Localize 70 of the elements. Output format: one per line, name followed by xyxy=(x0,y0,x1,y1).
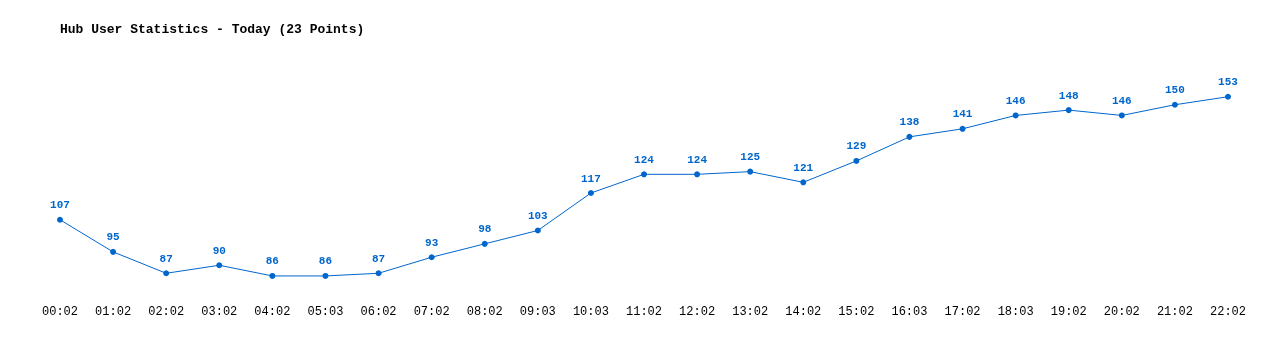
data-label: 95 xyxy=(106,231,121,244)
point xyxy=(587,190,594,197)
x-tick-label: 14:02 xyxy=(785,305,822,319)
point xyxy=(163,270,170,277)
x-tick-label: 06:02 xyxy=(360,305,397,319)
x-tick-label: 03:02 xyxy=(201,305,238,319)
point xyxy=(747,168,754,175)
data-label: 103 xyxy=(527,209,549,222)
x-tick-label: 18:03 xyxy=(997,305,1034,319)
data-label: 150 xyxy=(1165,84,1185,97)
point xyxy=(428,254,435,261)
x-tick-label: 11:02 xyxy=(625,305,663,319)
point xyxy=(1225,93,1231,100)
data-label: 141 xyxy=(952,108,973,121)
point xyxy=(641,171,647,178)
x-tick-label: 10:03 xyxy=(572,305,609,319)
point xyxy=(853,157,860,164)
x-tick-label: 13:02 xyxy=(732,305,769,319)
data-label: 90 xyxy=(212,244,226,257)
data-label: 107 xyxy=(50,199,70,212)
point xyxy=(694,171,701,178)
data-label: 93 xyxy=(425,236,439,249)
x-tick-label: 09:03 xyxy=(519,305,556,319)
data-label: 98 xyxy=(478,223,492,236)
point xyxy=(1171,101,1178,108)
x-tick-label: 22:02 xyxy=(1209,305,1247,319)
data-label: 125 xyxy=(740,151,761,164)
data-label: 87 xyxy=(159,252,173,265)
x-tick-label: 01:02 xyxy=(95,305,132,319)
x-tick-label: 04:02 xyxy=(254,305,291,319)
point xyxy=(1012,112,1019,119)
chart-title: Hub User Statistics - Today (23 Points) xyxy=(60,22,365,37)
point xyxy=(269,272,276,279)
point xyxy=(1065,107,1072,114)
data-label: 138 xyxy=(899,116,920,129)
point xyxy=(959,125,966,132)
data-label: 129 xyxy=(846,140,867,153)
x-tick-label: 16:03 xyxy=(891,305,928,319)
point xyxy=(110,248,117,255)
x-tick-label: 05:03 xyxy=(307,305,344,319)
data-label: 124 xyxy=(634,153,655,166)
x-tick-label: 00:02 xyxy=(41,305,79,319)
data-label: 121 xyxy=(793,161,814,174)
x-tick-label: 15:02 xyxy=(838,305,875,319)
x-tick-label: 02:02 xyxy=(148,305,185,319)
data-label: 148 xyxy=(1058,89,1080,102)
point xyxy=(375,270,382,277)
data-label: 117 xyxy=(581,172,601,185)
point xyxy=(57,216,63,223)
point xyxy=(216,262,223,269)
point xyxy=(534,227,541,234)
data-label: 86 xyxy=(265,255,279,268)
x-tick-label: 07:02 xyxy=(413,305,450,319)
x-tick-label: 12:02 xyxy=(679,305,716,319)
data-label: 86 xyxy=(318,255,333,268)
x-tick-label: 17:02 xyxy=(944,305,981,319)
data-label: 87 xyxy=(371,252,386,265)
point xyxy=(1118,112,1125,119)
point xyxy=(481,240,488,247)
point xyxy=(906,133,913,140)
x-tick-label: 20:02 xyxy=(1103,305,1140,319)
point xyxy=(322,272,329,279)
data-label: 146 xyxy=(1005,94,1026,107)
x-tick-label: 08:02 xyxy=(466,305,503,319)
x-tick-label: 19:02 xyxy=(1050,305,1087,319)
data-label: 124 xyxy=(687,153,708,166)
data-label: 146 xyxy=(1111,94,1132,107)
data-label: 153 xyxy=(1218,76,1239,89)
x-tick-label: 21:02 xyxy=(1156,305,1193,319)
point xyxy=(800,179,807,186)
